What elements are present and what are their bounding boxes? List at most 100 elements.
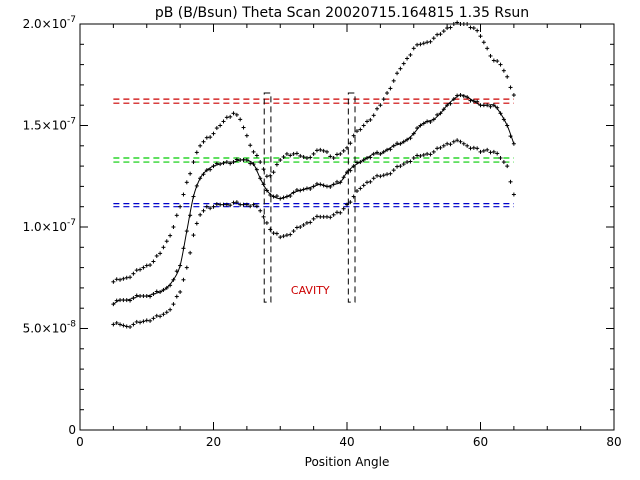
data-point xyxy=(441,143,446,148)
data-point xyxy=(221,202,226,207)
data-point xyxy=(131,271,136,276)
data-point xyxy=(338,210,343,215)
data-point xyxy=(485,46,490,51)
data-point xyxy=(411,155,416,160)
data-point xyxy=(508,85,513,90)
data-point xyxy=(465,22,470,26)
data-point xyxy=(281,154,286,159)
data-point xyxy=(445,141,450,146)
data-point xyxy=(308,155,313,160)
x-axis-title: Position Angle xyxy=(305,455,390,469)
data-point xyxy=(291,151,296,156)
data-point xyxy=(348,141,353,146)
data-point xyxy=(278,158,283,163)
data-point xyxy=(174,213,179,218)
x-tick-label: 60 xyxy=(473,435,488,449)
x-tick-label: 40 xyxy=(339,435,354,449)
data-point xyxy=(121,323,126,328)
data-point xyxy=(298,225,303,229)
data-point xyxy=(261,167,266,172)
data-point xyxy=(234,112,239,117)
data-point xyxy=(194,221,199,226)
data-point xyxy=(425,151,430,156)
data-point xyxy=(141,265,146,270)
data-point xyxy=(334,179,339,184)
data-point xyxy=(355,188,360,193)
data-point xyxy=(368,117,373,122)
data-point xyxy=(288,232,293,237)
data-point xyxy=(331,212,336,217)
data-point xyxy=(248,143,253,148)
data-point xyxy=(111,279,116,284)
data-point xyxy=(144,318,149,323)
data-point xyxy=(375,106,380,111)
data-point xyxy=(154,253,159,258)
data-point xyxy=(238,117,243,122)
data-point xyxy=(171,225,176,229)
data-point xyxy=(395,71,400,76)
data-point xyxy=(124,275,129,280)
data-point xyxy=(478,149,483,154)
data-point xyxy=(341,148,346,153)
data-point xyxy=(338,151,343,156)
data-point xyxy=(481,148,486,153)
data-point xyxy=(281,234,286,239)
data-point xyxy=(264,220,269,225)
data-point xyxy=(208,135,213,140)
data-point xyxy=(401,61,406,66)
data-point xyxy=(218,202,223,207)
data-point xyxy=(385,91,390,96)
data-point xyxy=(491,58,496,63)
data-point xyxy=(441,29,446,34)
data-point xyxy=(118,322,123,327)
x-tick-label: 20 xyxy=(206,435,221,449)
data-point xyxy=(375,173,380,178)
data-point xyxy=(301,154,306,159)
data-point xyxy=(498,155,503,160)
data-point xyxy=(228,203,233,208)
data-point xyxy=(451,22,456,26)
data-point xyxy=(191,233,196,238)
data-point xyxy=(258,208,263,213)
data-point xyxy=(461,141,466,146)
data-point xyxy=(358,127,363,132)
data-point xyxy=(161,312,166,317)
data-point xyxy=(381,97,386,102)
data-point xyxy=(415,153,420,158)
data-point xyxy=(428,39,433,44)
data-point xyxy=(304,220,309,225)
data-point xyxy=(391,78,396,83)
data-point xyxy=(505,164,510,169)
data-point xyxy=(128,275,133,280)
data-point xyxy=(211,131,216,136)
data-point xyxy=(264,174,269,179)
data-point xyxy=(451,139,456,144)
data-point xyxy=(228,114,233,119)
data-point xyxy=(294,225,299,230)
data-point xyxy=(188,171,193,176)
data-point xyxy=(461,22,466,26)
data-point xyxy=(371,113,376,118)
data-point xyxy=(231,200,236,205)
data-point xyxy=(391,168,396,173)
data-point xyxy=(365,180,370,185)
data-point xyxy=(248,204,253,209)
data-point xyxy=(488,150,493,155)
data-point xyxy=(181,192,186,197)
data-point xyxy=(268,227,273,232)
data-point xyxy=(448,25,453,30)
data-point xyxy=(184,180,189,185)
data-point xyxy=(291,229,296,234)
data-point xyxy=(141,319,146,324)
data-point xyxy=(378,103,383,108)
data-point xyxy=(334,210,339,215)
data-point xyxy=(331,155,336,160)
data-point xyxy=(485,147,490,152)
x-tick-label: 80 xyxy=(606,435,621,449)
y-tick-label: 2.0×10-7 xyxy=(23,15,76,31)
data-point xyxy=(381,173,386,178)
data-point xyxy=(224,115,229,120)
data-point xyxy=(271,170,276,175)
data-point xyxy=(314,214,319,219)
data-point xyxy=(151,259,156,264)
